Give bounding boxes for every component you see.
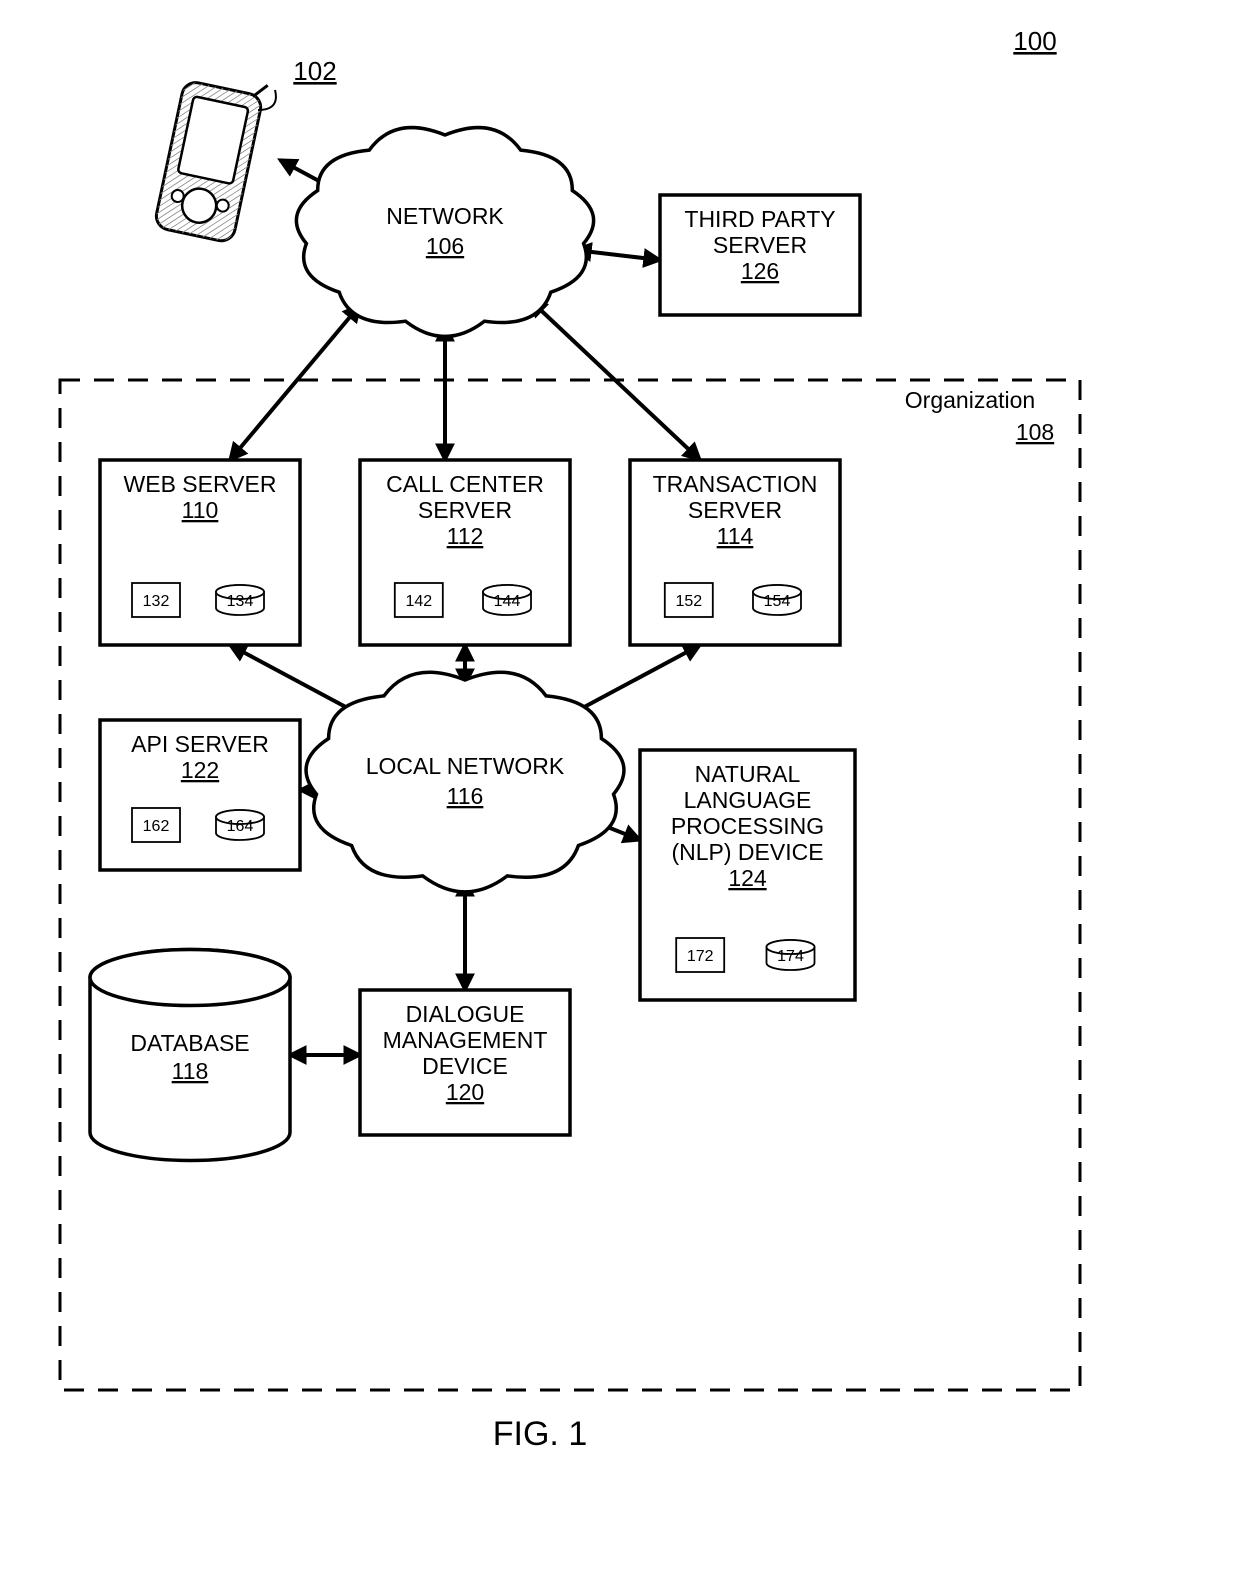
- network-cloud-title: NETWORK: [386, 203, 504, 229]
- dialogue-label-2: DEVICE: [422, 1053, 508, 1079]
- database-number: 118: [172, 1058, 209, 1084]
- nlp-sub-1-number: 174: [777, 948, 804, 965]
- page-number: 100: [1013, 26, 1056, 56]
- call_center-number: 112: [447, 523, 484, 549]
- network-cloud-number: 106: [426, 233, 464, 259]
- web_server-label-0: WEB SERVER: [124, 471, 277, 497]
- call_center-sub-0-number: 142: [405, 593, 432, 610]
- nlp-label-2: PROCESSING: [671, 813, 824, 839]
- local-network-cloud-number: 116: [447, 783, 484, 809]
- transaction-label-0: TRANSACTION: [653, 471, 818, 497]
- call_center-label-0: CALL CENTER: [386, 471, 544, 497]
- third_party-label-1: SERVER: [713, 232, 807, 258]
- web_server-sub-1-number: 134: [227, 593, 254, 610]
- device-number: 102: [293, 56, 336, 86]
- api_server-label-0: API SERVER: [131, 731, 269, 757]
- organization-number: 108: [1016, 419, 1054, 445]
- call_center-sub-1-number: 144: [494, 593, 521, 610]
- api_server-sub-0-number: 162: [143, 818, 170, 835]
- call_center-label-1: SERVER: [418, 497, 512, 523]
- third_party-label-0: THIRD PARTY: [684, 206, 835, 232]
- nlp-number: 124: [728, 865, 767, 891]
- nlp-label-3: (NLP) DEVICE: [671, 839, 823, 865]
- api_server-sub-1-number: 164: [227, 818, 254, 835]
- dialogue-number: 120: [446, 1079, 484, 1105]
- local-network-cloud-title: LOCAL NETWORK: [366, 753, 565, 779]
- third_party-number: 126: [741, 258, 779, 284]
- transaction-number: 114: [717, 523, 754, 549]
- dialogue-label-0: DIALOGUE: [406, 1001, 525, 1027]
- nlp-sub-0-number: 172: [687, 948, 714, 965]
- web_server-number: 110: [182, 497, 219, 523]
- web_server-sub-0-number: 132: [143, 593, 170, 610]
- nlp-label-0: NATURAL: [695, 761, 801, 787]
- transaction-sub-1-number: 154: [764, 593, 791, 610]
- transaction-label-1: SERVER: [688, 497, 782, 523]
- database-title: DATABASE: [130, 1030, 249, 1056]
- organization-label: Organization: [905, 387, 1035, 413]
- figure-label: FIG. 1: [493, 1415, 587, 1453]
- transaction-sub-0-number: 152: [675, 593, 702, 610]
- nlp-label-1: LANGUAGE: [684, 787, 812, 813]
- dialogue-label-1: MANAGEMENT: [383, 1027, 548, 1053]
- api_server-number: 122: [181, 757, 219, 783]
